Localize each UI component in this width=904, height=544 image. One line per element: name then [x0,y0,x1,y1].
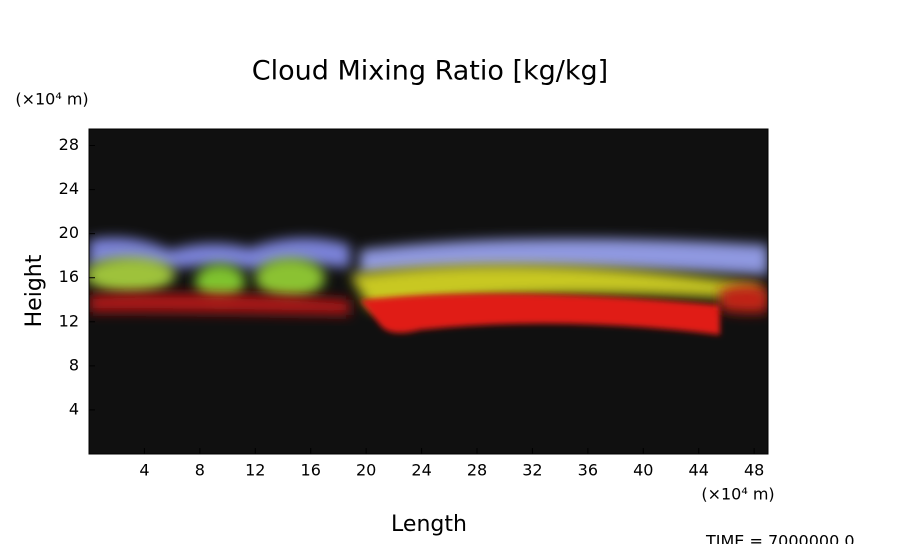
y-tick-label: 24 [59,179,79,198]
red-band [720,285,768,314]
x-axis-label: Length [391,512,467,537]
yellow-band [89,257,175,293]
x-unit: (×10⁴ m) [701,485,774,504]
y-tick-label: 12 [59,311,79,330]
x-tick-label: 24 [411,461,431,480]
x-tick-label: 32 [522,461,542,480]
x-tick-label: 20 [356,461,376,480]
x-tick-label: 28 [467,461,487,480]
x-tick-label: 8 [195,461,205,480]
y-tick-label: 8 [69,355,79,374]
y-tick-label: 4 [69,399,79,418]
plot-frame [88,128,769,455]
y-tick-label: 16 [59,267,79,286]
x-tick-label: 12 [245,461,265,480]
y-unit: (×10⁴ m) [15,90,88,109]
y-tick-label: 20 [59,223,79,242]
y-axis-label: Height [22,254,47,327]
chart-title: Cloud Mixing Ratio [kg/kg] [252,56,608,87]
cloud-field [89,237,768,335]
y-tick-label: 28 [59,135,79,154]
red-band [89,293,350,315]
x-tick-label: 48 [744,461,764,480]
x-tick-label: 36 [578,461,598,480]
x-tick-label: 44 [689,461,709,480]
x-tick-label: 4 [139,461,149,480]
red-band [360,293,720,335]
time-annotation: TIME = 7000000.0 [705,532,855,544]
x-tick-label: 16 [301,461,321,480]
green-lobe [195,264,245,300]
x-tick-label: 40 [633,461,653,480]
green-lobe [255,258,325,298]
